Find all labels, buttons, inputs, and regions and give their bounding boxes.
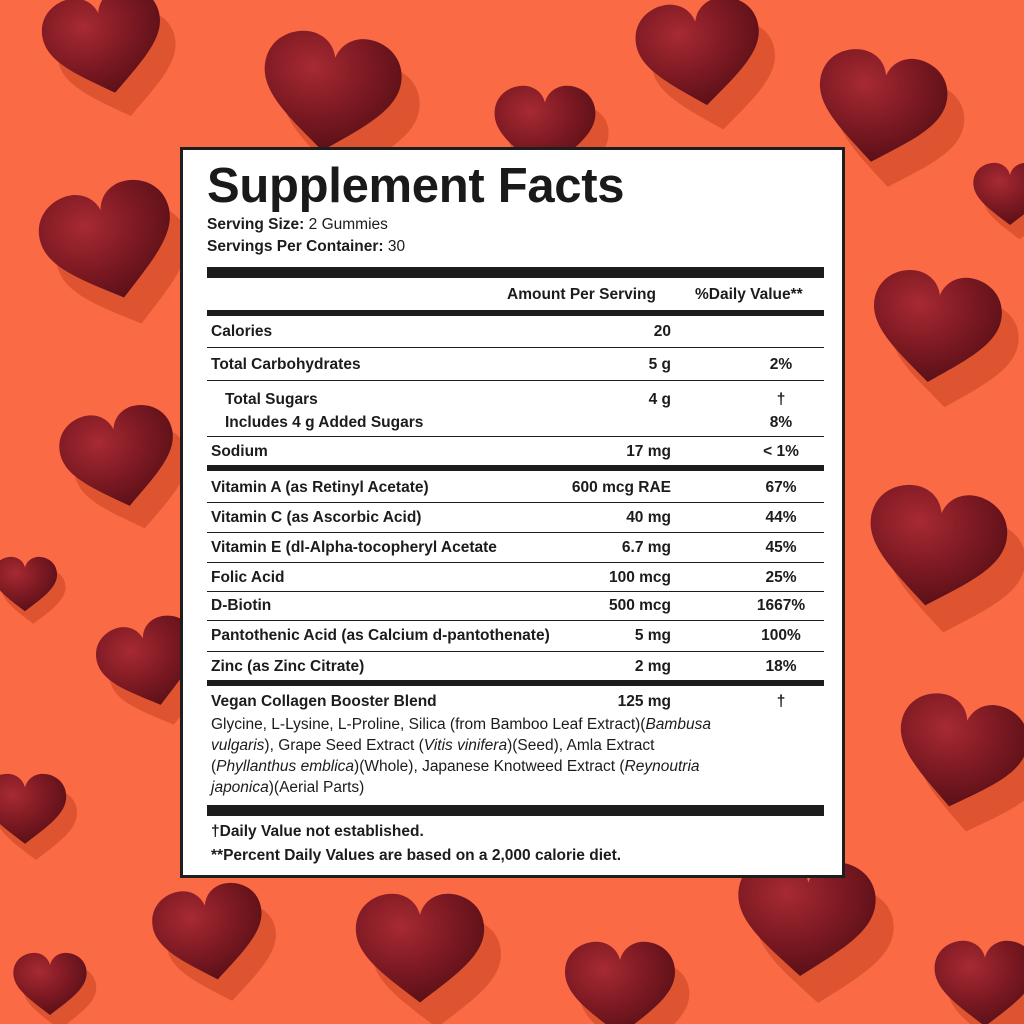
nutrient-amount: 2 mg — [634, 658, 671, 675]
nutrient-amount: 20 — [653, 323, 671, 340]
divider-thick — [207, 267, 824, 278]
blend-text-part: )(Seed), Amla Extract ( — [211, 737, 655, 775]
divider-thick — [207, 805, 824, 816]
header-row: Amount Per Serving %Daily Value** — [207, 278, 824, 310]
divider-thin — [207, 562, 824, 563]
nutrient-name: Pantothenic Acid (as Calcium d-pantothen… — [211, 627, 550, 644]
footnote-percent: **Percent Daily Values are based on a 2,… — [211, 847, 622, 864]
supplement-facts-panel: Supplement Facts Serving Size: 2 Gummies… — [180, 147, 845, 878]
nutrient-amount: 6.7 mg — [621, 539, 671, 556]
dv-header: %Daily Value** — [695, 286, 803, 303]
blend-text-part: )(Whole), Japanese Knotweed Extract ( — [354, 758, 625, 775]
nutrient-name: Folic Acid — [211, 569, 285, 586]
nutrient-amount: 4 g — [648, 391, 671, 408]
divider-medium — [207, 310, 824, 316]
latin-name: Vitis vinifera — [423, 737, 508, 754]
nutrient-amount: 600 mcg RAE — [571, 479, 671, 496]
nutrient-amount: 17 mg — [626, 443, 671, 460]
divider-medium — [207, 465, 824, 471]
latin-name: Bambusa vulgaris — [211, 716, 711, 754]
nutrient-row-vitamin-a: Vitamin A (as Retinyl Acetate) 600 mcg R… — [207, 471, 824, 502]
blend-text-part: ), Grape Seed Extract ( — [264, 737, 424, 754]
divider-thin — [207, 532, 824, 533]
added-sugars-name: Includes 4 g Added Sugars — [225, 414, 424, 431]
nutrient-name: Zinc (as Zinc Citrate) — [211, 658, 365, 675]
nutrient-row-carbs: Total Carbohydrates 5 g 2% — [207, 348, 824, 380]
servings-value: 30 — [387, 238, 406, 255]
blend-ingredients: Glycine, L-Lysine, L-Proline, Silica (fr… — [211, 714, 731, 798]
latin-name: Reynoutria japonica — [211, 758, 700, 796]
nutrient-name: D-Biotin — [211, 597, 272, 614]
nutrient-amount: 5 mg — [634, 627, 671, 644]
nutrient-row-collagen-blend: Vegan Collagen Booster Blend 125 mg † Gl… — [207, 686, 824, 805]
nutrient-name: Total Carbohydrates — [211, 356, 361, 373]
nutrient-dv: 25% — [765, 569, 797, 586]
added-sugars-dv: 8% — [769, 414, 793, 431]
divider-thin — [207, 436, 824, 437]
nutrient-dv: 44% — [765, 509, 797, 526]
nutrient-name: Vegan Collagen Booster Blend — [211, 693, 437, 710]
nutrient-dv: † — [776, 391, 786, 408]
nutrient-amount: 500 mcg — [608, 597, 671, 614]
nutrient-row-sugars: Total Sugars 4 g † Includes 4 g Added Su… — [207, 381, 824, 436]
nutrient-row-calories: Calories 20 — [207, 316, 824, 347]
nutrient-dv: 18% — [765, 658, 797, 675]
footnote-dagger: †Daily Value not established. — [211, 823, 424, 840]
nutrient-row-vitamin-e: Vitamin E (dl-Alpha-tocopheryl Acetate 6… — [207, 533, 824, 562]
nutrient-dv: 100% — [761, 627, 801, 644]
divider-thin — [207, 591, 824, 592]
divider-thin — [207, 502, 824, 503]
nutrient-name: Vitamin A (as Retinyl Acetate) — [211, 479, 429, 496]
nutrient-name: Calories — [211, 323, 273, 340]
nutrient-dv: 2% — [769, 356, 793, 373]
heart-gummy — [973, 162, 1024, 225]
amount-header: Amount Per Serving — [507, 286, 656, 303]
servings-label: Servings Per Container: — [207, 238, 384, 255]
latin-name: Phyllanthus emblica — [216, 758, 355, 775]
nutrient-row-sodium: Sodium 17 mg < 1% — [207, 437, 824, 465]
servings-per-container: Servings Per Container: 30 — [207, 236, 824, 258]
divider-thin — [207, 620, 824, 621]
nutrient-dv: < 1% — [763, 443, 799, 460]
divider-medium — [207, 680, 824, 686]
nutrient-row-pantothenic: Pantothenic Acid (as Calcium d-pantothen… — [207, 621, 824, 651]
nutrient-dv: 67% — [765, 479, 797, 496]
nutrient-name: Sodium — [211, 443, 268, 460]
nutrient-row-biotin: D-Biotin 500 mcg 1667% — [207, 592, 824, 620]
divider-thin — [207, 380, 824, 381]
nutrient-dv: 45% — [765, 539, 797, 556]
nutrient-dv: † — [776, 693, 786, 710]
nutrient-amount: 5 g — [648, 356, 671, 373]
nutrient-row-vitamin-c: Vitamin C (as Ascorbic Acid) 40 mg 44% — [207, 503, 824, 532]
nutrient-amount: 40 mg — [626, 509, 671, 526]
divider-thin — [207, 347, 824, 348]
serving-size-value: 2 Gummies — [308, 216, 388, 233]
blend-text-part: )(Aerial Parts) — [268, 779, 365, 796]
nutrient-name: Total Sugars — [225, 391, 318, 408]
nutrient-amount: 125 mg — [617, 693, 671, 710]
serving-size-label: Serving Size: — [207, 216, 305, 233]
nutrient-name: Vitamin C (as Ascorbic Acid) — [211, 509, 422, 526]
blend-text-part: Glycine, L-Lysine, L-Proline, Silica (fr… — [211, 716, 646, 733]
nutrient-row-folic-acid: Folic Acid 100 mcg 25% — [207, 563, 824, 591]
nutrient-name: Vitamin E (dl-Alpha-tocopheryl Acetate — [211, 539, 497, 556]
nutrient-dv: 1667% — [756, 597, 806, 614]
serving-size: Serving Size: 2 Gummies — [207, 214, 824, 236]
nutrient-row-zinc: Zinc (as Zinc Citrate) 2 mg 18% — [207, 652, 824, 680]
panel-title: Supplement Facts — [207, 159, 625, 213]
nutrient-amount: 100 mcg — [608, 569, 671, 586]
divider-thin — [207, 651, 824, 652]
